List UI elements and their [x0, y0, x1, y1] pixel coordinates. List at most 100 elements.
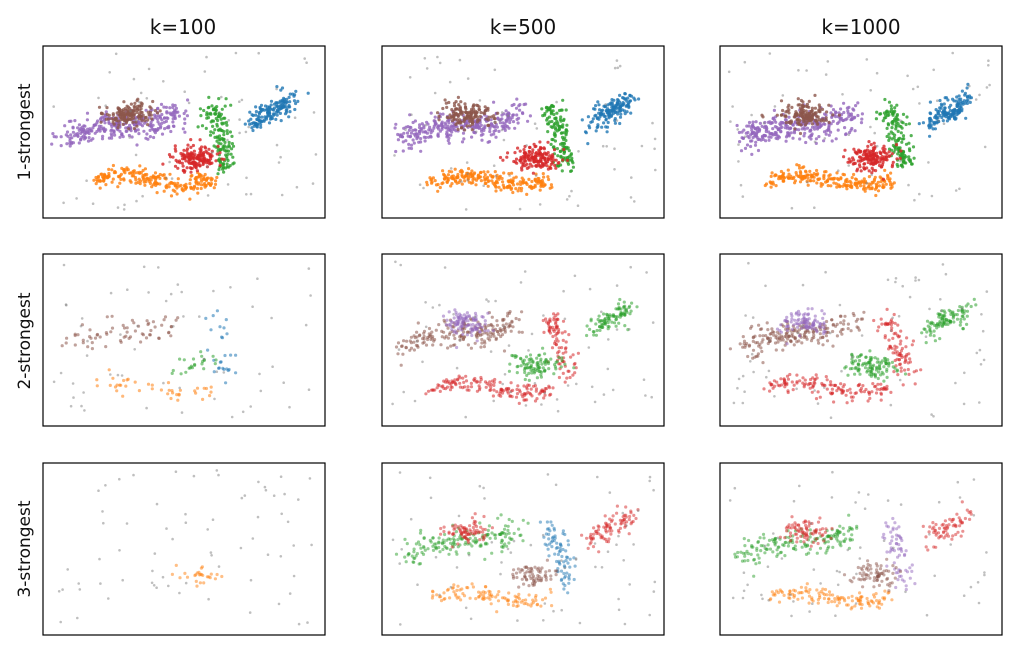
point-orange [150, 383, 154, 387]
point-orange [153, 175, 158, 179]
point-brown [766, 341, 770, 346]
point-orange [118, 181, 122, 185]
point-noise [502, 325, 505, 328]
point-orange [497, 185, 501, 189]
point-brown [477, 118, 481, 122]
point-green [904, 155, 908, 159]
point-brown [460, 335, 464, 339]
point-red [564, 340, 568, 344]
point-blue [221, 366, 225, 370]
point-red [788, 372, 792, 377]
point-brown [140, 102, 144, 106]
point-brown [479, 333, 483, 337]
point-purple [508, 118, 513, 122]
point-red [849, 395, 854, 399]
point-purple [491, 329, 495, 333]
point-brown [803, 330, 807, 334]
point-orange [518, 180, 522, 184]
point-orange [819, 182, 823, 186]
point-brown [127, 336, 131, 340]
point-brown [93, 336, 98, 340]
point-brown [741, 345, 745, 349]
point-purple [516, 121, 520, 125]
point-red [562, 147, 566, 152]
point-red [556, 312, 560, 316]
point-red [879, 382, 883, 386]
point-noise [402, 390, 406, 394]
point-purple [423, 130, 427, 134]
point-purple [834, 110, 838, 114]
point-green [515, 365, 519, 369]
point-green [614, 315, 618, 319]
point-orange [890, 185, 894, 189]
point-red [895, 157, 899, 161]
point-blue [965, 86, 969, 90]
point-noise [873, 131, 876, 135]
point-noise [466, 179, 470, 182]
point-noise [651, 321, 655, 324]
point-blue [599, 112, 603, 116]
point-purple [447, 121, 451, 125]
point-noise [987, 64, 990, 67]
point-purple [830, 139, 834, 143]
point-orange [460, 182, 464, 186]
point-purple [754, 132, 759, 137]
point-blue [252, 124, 256, 128]
point-blue [285, 110, 289, 114]
point-purple [142, 129, 146, 133]
point-green [170, 371, 174, 375]
point-purple [792, 131, 797, 135]
point-red [456, 377, 460, 381]
point-blue [584, 131, 588, 135]
point-orange [884, 182, 888, 186]
point-blue [618, 93, 622, 97]
point-blue [613, 117, 617, 121]
point-green [193, 363, 197, 367]
point-green [892, 136, 896, 140]
point-brown [144, 336, 149, 340]
point-red [890, 346, 894, 350]
point-brown [454, 122, 458, 126]
point-noise [936, 99, 939, 102]
point-purple [482, 128, 486, 132]
point-orange [831, 176, 836, 181]
point-brown [120, 115, 124, 119]
point-brown [776, 337, 780, 341]
point-blue [608, 108, 612, 112]
point-purple [500, 117, 504, 121]
point-purple [429, 111, 433, 115]
point-noise [743, 60, 747, 64]
point-blue [946, 98, 950, 102]
point-orange [108, 383, 112, 387]
point-red [501, 158, 505, 162]
point-orange [519, 189, 523, 193]
point-purple [160, 112, 164, 117]
point-orange [804, 169, 808, 173]
point-red [466, 385, 470, 389]
point-brown [816, 122, 820, 126]
point-orange [119, 177, 123, 181]
point-brown [460, 126, 464, 130]
point-brown [149, 113, 153, 117]
point-green [887, 147, 892, 151]
point-red [457, 374, 461, 378]
point-noise [918, 192, 921, 196]
point-red [573, 371, 577, 375]
point-noise [954, 189, 958, 192]
point-brown [81, 341, 85, 345]
point-green [911, 145, 916, 149]
point-green [558, 149, 563, 154]
point-green [222, 133, 226, 137]
panel-frame [381, 253, 665, 427]
point-red [557, 349, 561, 354]
point-noise [494, 299, 497, 303]
panel-r1-c3 [719, 45, 1003, 219]
point-red [207, 152, 211, 156]
point-green [198, 107, 202, 111]
point-brown [439, 343, 443, 347]
point-purple [68, 141, 72, 145]
column-title-k500: k=500 [490, 15, 557, 39]
point-orange [188, 197, 192, 201]
point-purple [169, 129, 173, 134]
point-orange [202, 177, 206, 182]
